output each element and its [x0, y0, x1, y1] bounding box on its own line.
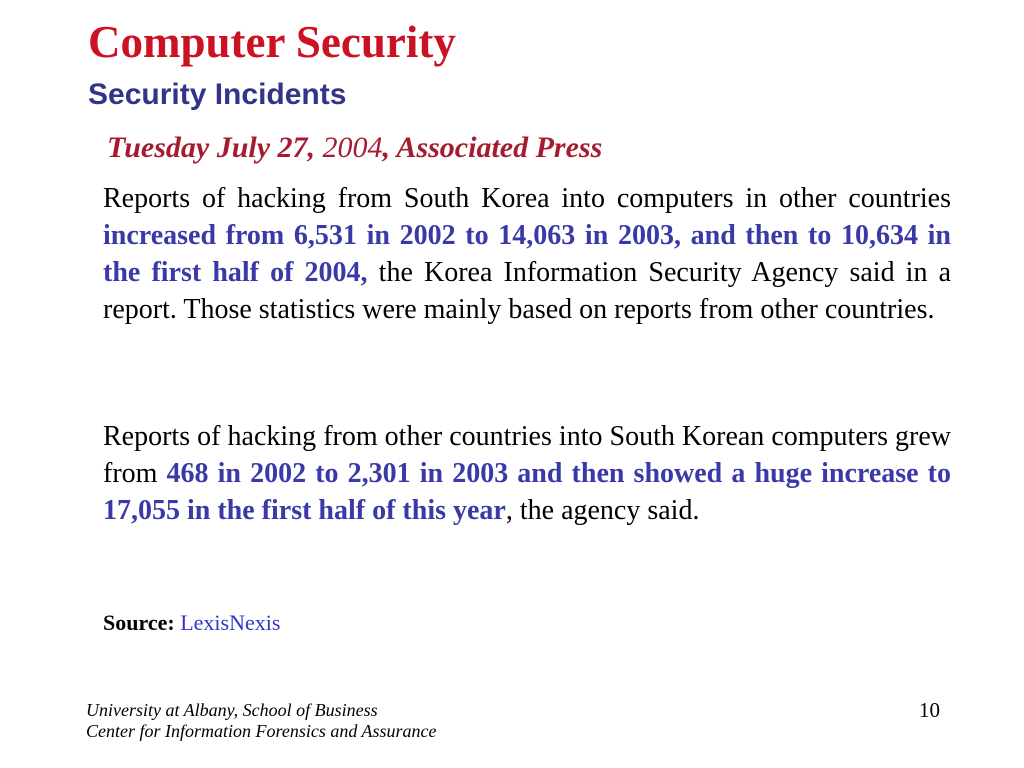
dateline-day: Tuesday July 27,	[107, 131, 316, 164]
slide-footer: University at Albany, School of Business…	[86, 700, 436, 742]
paragraph-1-text-black-1: Reports of hacking from South Korea into…	[103, 183, 951, 214]
source-line: Source: LexisNexis	[103, 610, 280, 636]
paragraph-2-text-black-2: , the agency said.	[505, 495, 700, 526]
paragraph-2-highlight: 468 in 2002 to 2,301 in 2003 and then sh…	[103, 458, 952, 526]
source-label: Source:	[103, 610, 181, 635]
page-number: 10	[919, 698, 940, 722]
dateline-year: 2004	[315, 131, 383, 164]
paragraph-1: Reports of hacking from South Korea into…	[103, 180, 951, 328]
source-link-lexisnexis[interactable]: LexisNexis	[180, 610, 281, 635]
paragraph-2-text-black-1: Reports of hacking from other countries …	[103, 421, 951, 489]
footer-line-1: University at Albany, School of Business	[86, 700, 378, 720]
footer-line-2: Center for Information Forensics and Ass…	[86, 721, 437, 741]
dateline: Tuesday July 27, 2004, Associated Press	[107, 131, 602, 165]
slide-title: Computer Security	[88, 17, 456, 67]
slide-subtitle: Security Incidents	[88, 78, 347, 111]
paragraph-2: Reports of hacking from other countries …	[103, 418, 951, 529]
dateline-agency: , Associated Press	[382, 131, 603, 164]
paragraph-1-highlight: increased from 6,531 in 2002 to 14,063 i…	[103, 220, 951, 288]
paragraph-1-text-black-2: the Korea Information Security Agency sa…	[103, 257, 952, 325]
